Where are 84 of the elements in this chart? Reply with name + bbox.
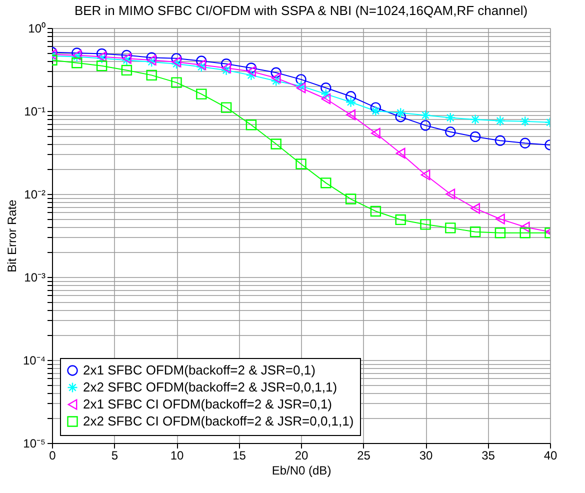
x-tick-label: 40 <box>544 448 558 462</box>
point <box>96 60 108 72</box>
point <box>346 109 356 120</box>
point <box>296 158 306 170</box>
y-tick-label: 10⁻⁵ <box>23 436 46 450</box>
point <box>395 108 406 118</box>
point <box>370 106 382 116</box>
point <box>146 52 157 63</box>
point <box>520 228 530 238</box>
point <box>445 112 456 124</box>
point <box>520 222 530 232</box>
point <box>345 96 356 108</box>
point <box>494 135 506 146</box>
point <box>396 148 406 159</box>
x-axis-title: Eb/N0 (dB) <box>272 464 332 478</box>
point <box>345 194 356 204</box>
point <box>196 62 207 72</box>
point <box>420 110 431 121</box>
point <box>520 138 530 148</box>
point <box>420 219 431 230</box>
point <box>494 116 506 126</box>
point <box>222 62 232 74</box>
chart-title: BER in MIMO SFBC CI/OFDM with SSPA & NBI (N=1024,16QAM,RF channel) <box>74 3 528 18</box>
point <box>296 74 306 85</box>
x-tick-label: 30 <box>419 448 433 462</box>
point <box>345 91 356 102</box>
point <box>220 64 232 76</box>
y-tick-label: 10⁻³ <box>24 270 46 284</box>
point <box>470 131 481 142</box>
point <box>370 102 382 113</box>
x-tick-label: 5 <box>111 448 118 462</box>
y-tick-label: 10⁻² <box>24 188 46 202</box>
y-tick-label: 10⁰ <box>28 22 46 36</box>
y-tick-label: 10⁻⁴ <box>22 354 46 368</box>
point <box>121 64 132 76</box>
point <box>246 62 257 74</box>
x-tick-label: 35 <box>482 448 496 462</box>
legend-label: 2x2 SFBC OFDM(backoff=2 & JSR=0,0,1,1) <box>83 380 338 394</box>
point <box>470 203 480 214</box>
point <box>520 116 530 127</box>
x-tick-label: 10 <box>170 448 184 462</box>
point <box>470 114 481 125</box>
point <box>494 228 506 238</box>
x-tick-label: 0 <box>49 448 56 462</box>
point <box>420 120 431 131</box>
point <box>171 53 182 64</box>
point <box>270 138 282 150</box>
point <box>171 77 182 88</box>
y-axis-title: Bit Error Rate <box>4 199 19 272</box>
point <box>370 206 382 217</box>
point <box>246 70 257 81</box>
point <box>320 178 332 188</box>
x-tick-label: 20 <box>294 448 308 462</box>
legend-label: 2x2 SFBC CI OFDM(backoff=2 & JSR=0,0,1,1) <box>83 414 354 428</box>
point <box>196 59 206 70</box>
point <box>445 126 456 138</box>
point <box>196 88 207 100</box>
point <box>370 128 380 139</box>
point <box>96 48 108 60</box>
point <box>196 56 207 66</box>
point <box>420 170 430 180</box>
point <box>146 70 157 81</box>
point <box>470 226 481 238</box>
point <box>321 94 331 104</box>
legend-label: 2x1 SFBC OFDM(backoff=2 & JSR=0,1) <box>83 362 316 378</box>
point <box>246 120 257 130</box>
point <box>246 66 256 77</box>
x-tick-label: 15 <box>232 448 246 462</box>
point <box>271 72 281 84</box>
legend-label: 2x1 SFBC CI OFDM(backoff=2 & JSR=0,1) <box>83 396 332 412</box>
point <box>320 82 332 94</box>
point <box>220 58 232 70</box>
point <box>270 67 282 78</box>
point <box>495 214 505 224</box>
point <box>445 222 456 234</box>
point <box>72 58 82 68</box>
point <box>446 188 456 200</box>
point <box>320 88 332 100</box>
y-tick-label: 10⁻¹ <box>24 104 46 118</box>
point <box>395 214 406 226</box>
x-tick-label: 25 <box>357 448 371 462</box>
point <box>395 112 406 122</box>
point <box>220 102 232 113</box>
point <box>270 76 282 86</box>
